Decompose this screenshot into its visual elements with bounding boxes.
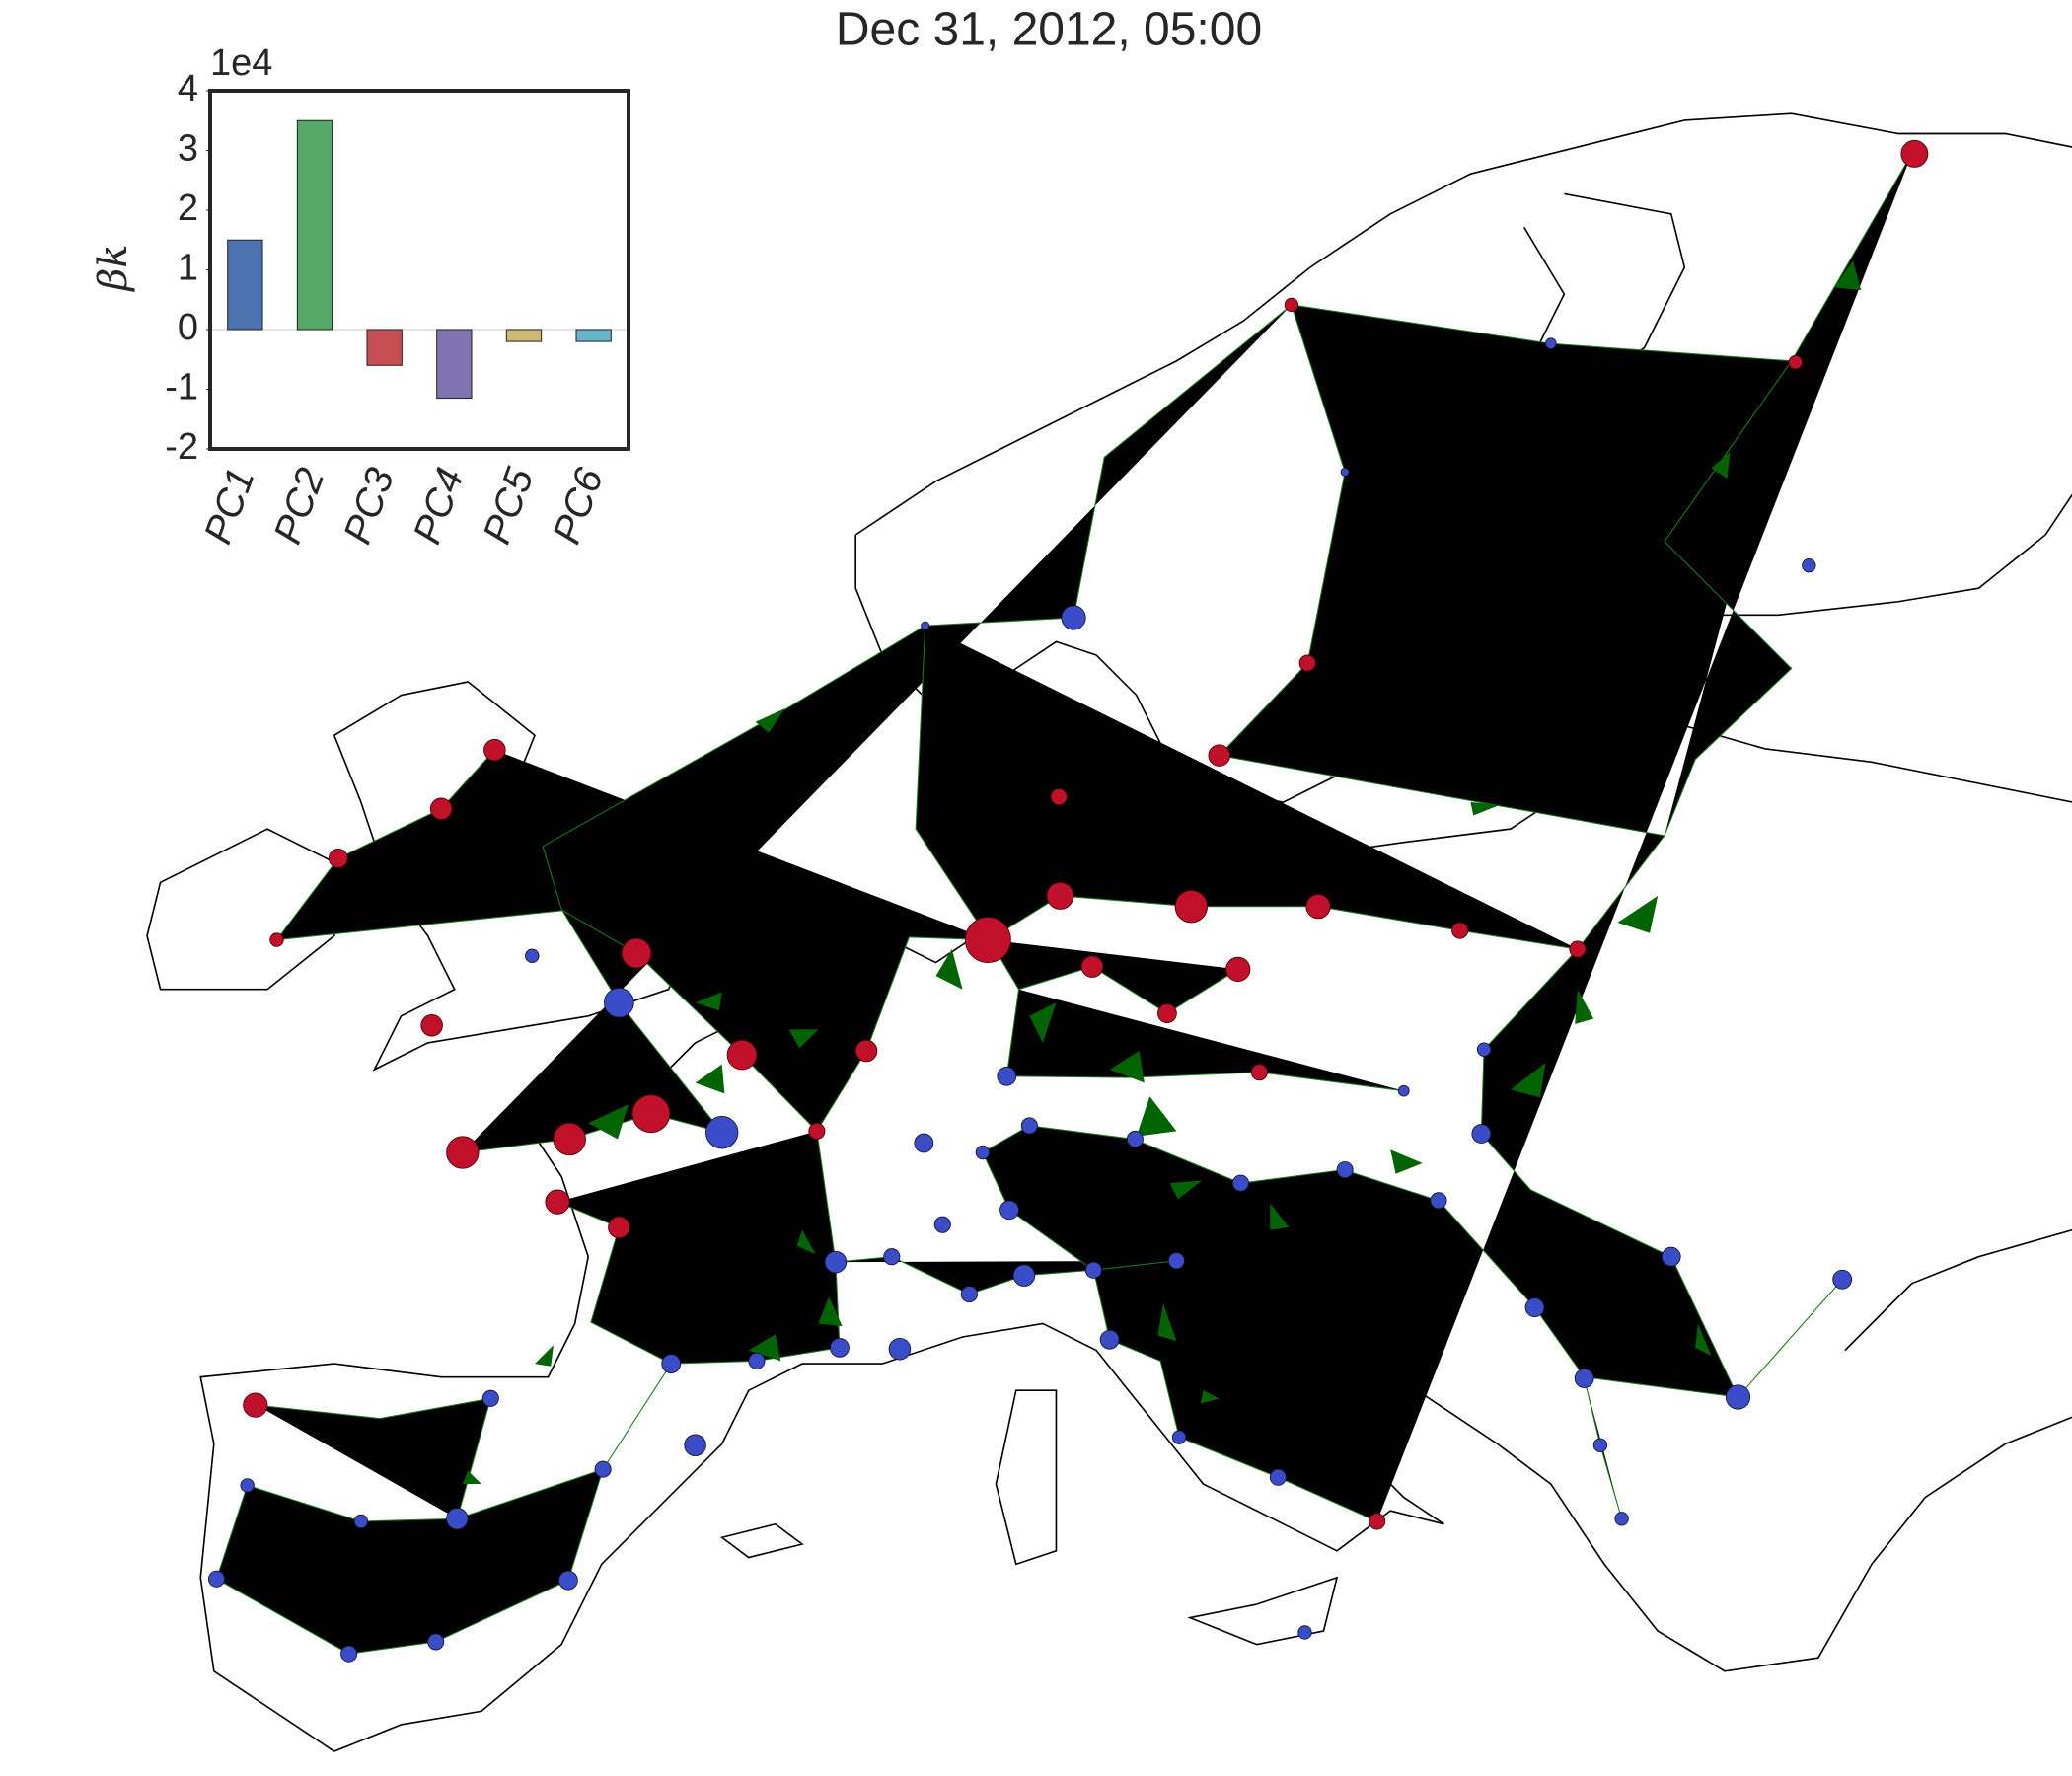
y-tick-label: 1 [178,248,198,289]
x-tick-label: PC6 [545,462,612,550]
bar [505,329,543,342]
axes-frame [208,89,630,451]
y-tick-label: 2 [178,187,198,229]
map [146,112,2072,1752]
bar [366,329,403,366]
bar [575,329,612,342]
x-tick-label: PC1 [196,463,263,550]
y-tick-label: 0 [178,307,198,348]
bar [296,119,333,331]
inset-bar-chart: 1e4 βk -2 -1 0 1 2 3 4 PC1 PC2 PC3 PC4 PC5 PC6 [91,42,630,550]
y-tick-label: 3 [178,128,198,170]
nodes [207,139,1929,1663]
y-tick-label: -1 [165,367,198,408]
x-tick-label: PC4 [406,463,473,550]
offset-label: 1e4 [210,42,272,84]
y-tick-label: 4 [178,68,198,110]
x-tick-label: PC3 [335,463,403,550]
bar [227,239,263,331]
y-axis-label: βk [91,244,136,292]
chart-title: Dec 31, 2012, 05:00 [836,4,1262,56]
x-tick-label: PC5 [475,462,542,550]
y-tick-label: -2 [165,426,198,468]
bar [436,329,473,400]
x-tick-label: PC2 [265,463,333,550]
